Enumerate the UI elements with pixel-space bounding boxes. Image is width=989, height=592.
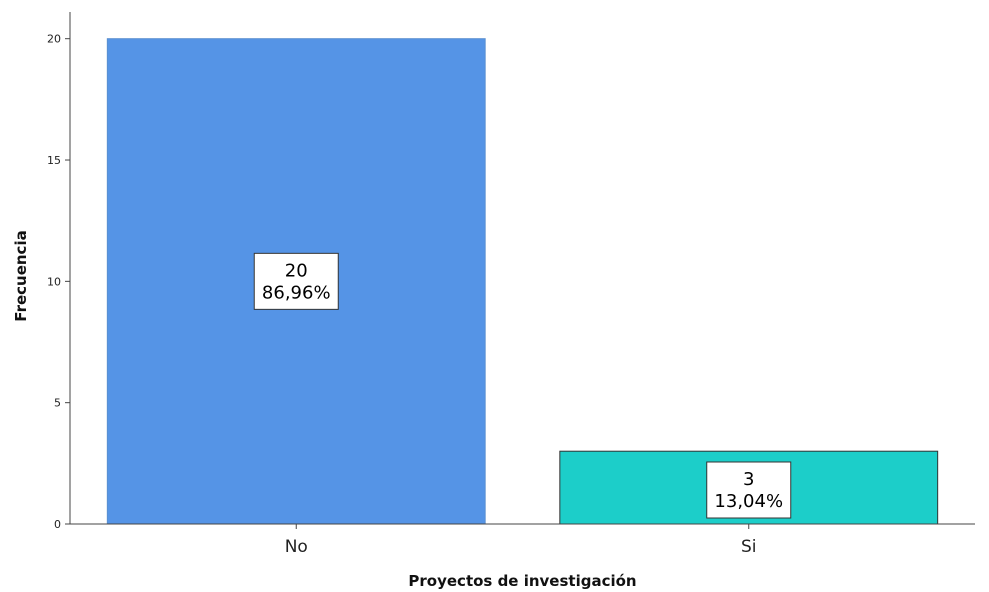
y-axis-title: Frecuencia bbox=[12, 230, 30, 321]
x-axis-categories: No Si bbox=[285, 524, 757, 557]
data-label-count: 3 bbox=[743, 469, 754, 490]
x-axis-title: Proyectos de investigación bbox=[408, 572, 636, 590]
data-label-percent: 13,04% bbox=[714, 491, 783, 512]
x-category-label: No bbox=[285, 537, 308, 557]
y-tick-label: 5 bbox=[54, 397, 61, 410]
data-label-box bbox=[706, 461, 792, 519]
data-label-box bbox=[253, 252, 339, 310]
y-tick-label: 10 bbox=[47, 275, 61, 288]
y-axis-ticks: 0 5 10 15 20 bbox=[47, 33, 70, 531]
y-tick-label: 20 bbox=[47, 33, 61, 46]
bars bbox=[106, 38, 939, 525]
data-label-percent: 86,96% bbox=[262, 282, 331, 303]
x-category-label: Si bbox=[741, 537, 757, 557]
y-tick-label: 15 bbox=[47, 154, 61, 167]
y-tick-label: 0 bbox=[54, 518, 61, 531]
data-label-count: 20 bbox=[285, 260, 308, 281]
